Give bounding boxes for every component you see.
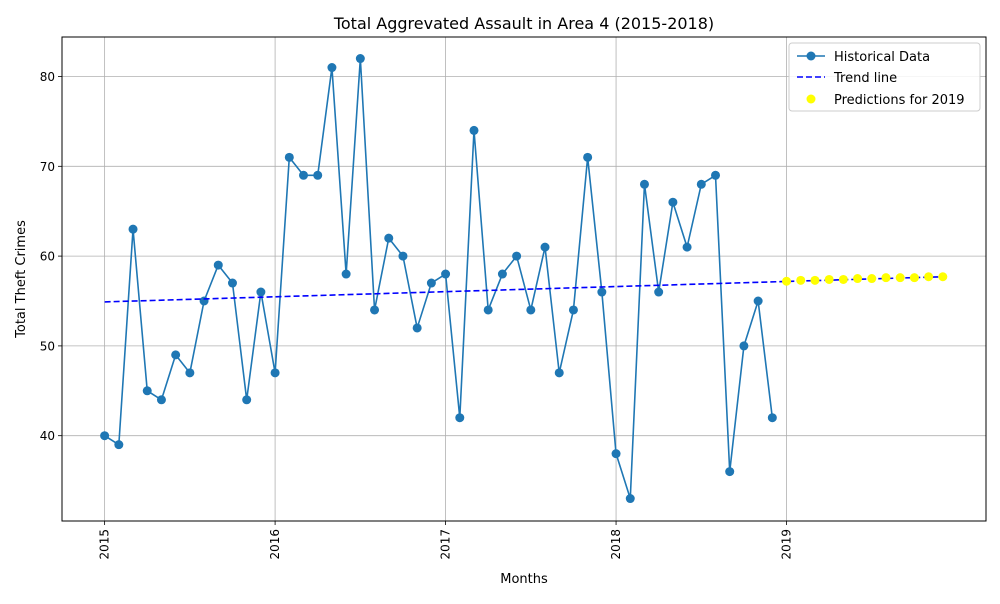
historical-data-point <box>426 278 436 288</box>
historical-data-point <box>412 323 422 333</box>
historical-data-point <box>270 368 280 378</box>
y-tick-label: 60 <box>40 250 55 264</box>
legend-label-historical: Historical Data <box>834 50 930 65</box>
y-tick-label: 80 <box>40 70 55 84</box>
historical-data-point <box>227 278 237 288</box>
prediction-point <box>895 273 905 283</box>
historical-data-point <box>199 296 209 306</box>
historical-data-point <box>100 431 110 441</box>
prediction-point <box>838 274 848 284</box>
historical-data-point <box>370 305 380 315</box>
prediction-point <box>924 272 934 282</box>
y-axis-label: Total Theft Crimes <box>14 220 29 339</box>
historical-data-point <box>242 395 252 405</box>
y-tick-label: 40 <box>40 429 55 443</box>
historical-data-point <box>355 54 365 64</box>
historical-data-point <box>753 296 763 306</box>
prediction-point <box>782 276 792 286</box>
historical-data-point <box>611 449 621 459</box>
historical-data-point <box>171 350 181 360</box>
historical-data-point <box>114 440 124 450</box>
historical-data-point <box>384 233 394 243</box>
historical-data-point <box>299 170 309 180</box>
historical-data-point <box>512 251 522 261</box>
historical-data-point <box>668 197 678 207</box>
historical-data-point <box>540 242 550 252</box>
series-layer <box>100 54 948 504</box>
x-tick-label: 2017 <box>439 529 453 560</box>
historical-data-point <box>696 179 706 189</box>
historical-data-point <box>682 242 692 252</box>
historical-data-point <box>469 125 479 135</box>
legend-historical-marker <box>806 51 816 61</box>
historical-data-point <box>185 368 195 378</box>
historical-data-point <box>554 368 564 378</box>
historical-data-point <box>128 224 138 234</box>
historical-data-point <box>568 305 578 315</box>
historical-data-point <box>313 170 323 180</box>
historical-data-point <box>526 305 536 315</box>
historical-data-point <box>739 341 749 351</box>
prediction-point <box>810 275 820 285</box>
prediction-point <box>909 273 919 283</box>
axes: 2015 2016 2017 2018 2019 40 50 60 70 80 <box>40 70 794 560</box>
historical-data-point <box>597 287 607 297</box>
x-tick-label: 2016 <box>268 529 282 560</box>
y-tick-label: 70 <box>40 160 55 174</box>
y-tick-label: 50 <box>40 339 55 353</box>
x-tick-label: 2018 <box>609 529 623 560</box>
prediction-point <box>938 272 948 282</box>
historical-data-point <box>711 170 721 180</box>
historical-data-point <box>142 386 152 396</box>
historical-data-line <box>104 57 774 500</box>
historical-data-point <box>441 269 451 279</box>
legend-label-predictions: Predictions for 2019 <box>834 93 965 108</box>
historical-data-point <box>327 63 337 73</box>
historical-data-point <box>725 467 735 477</box>
historical-data-point <box>284 152 294 162</box>
legend-label-trend: Trend line <box>833 71 897 86</box>
historical-data-point <box>583 152 593 162</box>
prediction-point <box>881 273 891 283</box>
historical-data-point <box>767 413 777 423</box>
historical-data-point <box>156 395 166 405</box>
x-axis-label: Months <box>500 572 548 587</box>
historical-data-point <box>398 251 408 261</box>
legend-box <box>788 42 981 112</box>
prediction-point <box>867 274 877 284</box>
historical-data-point <box>654 287 664 297</box>
x-tick-label: 2019 <box>780 529 794 560</box>
prediction-point <box>796 275 806 285</box>
legend-prediction-marker <box>806 94 816 104</box>
historical-data-point <box>256 287 266 297</box>
prediction-point <box>824 274 834 284</box>
chart-title: Total Aggrevated Assault in Area 4 (2015… <box>333 14 714 33</box>
historical-data-point <box>455 413 465 423</box>
historical-data-point <box>483 305 493 315</box>
historical-data-point <box>341 269 351 279</box>
legend: Historical Data Trend line Predictions f… <box>788 42 981 112</box>
historical-data-point <box>497 269 507 279</box>
plot-frame <box>61 36 987 522</box>
x-tick-label: 2015 <box>98 529 112 560</box>
prediction-point <box>853 274 863 284</box>
historical-data-point <box>213 260 223 270</box>
historical-data-point <box>625 494 635 504</box>
historical-data-point <box>639 179 649 189</box>
